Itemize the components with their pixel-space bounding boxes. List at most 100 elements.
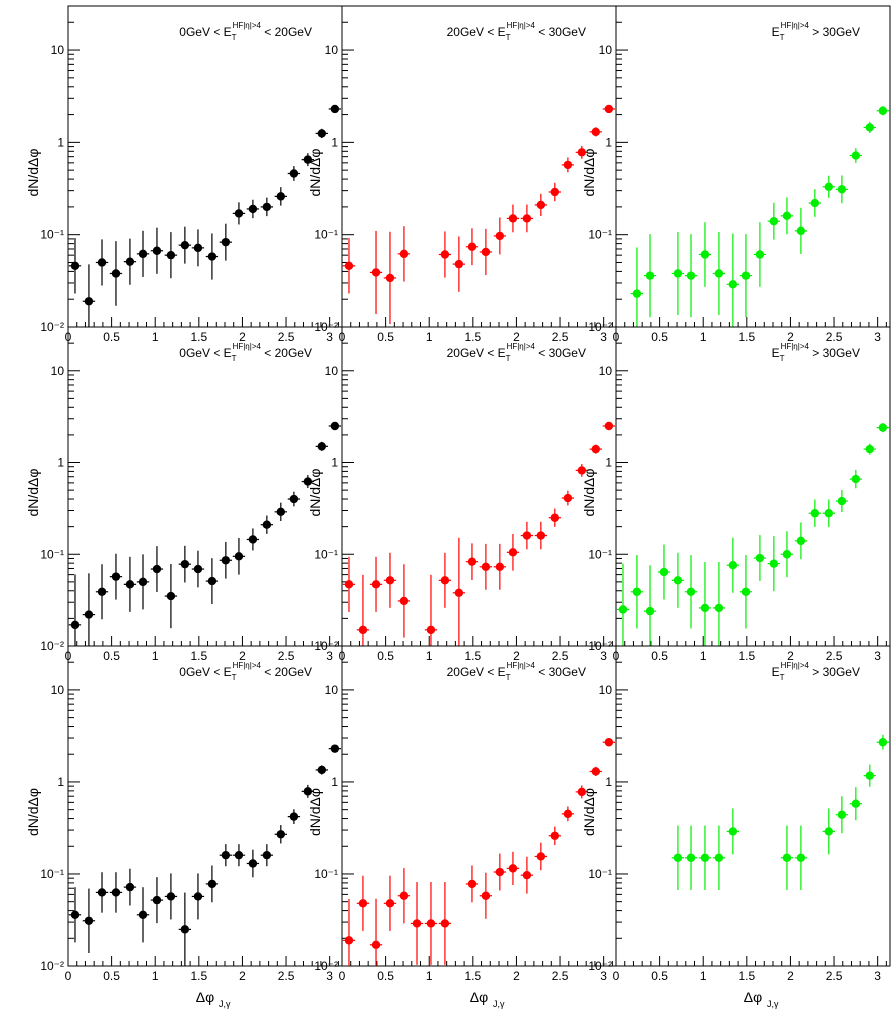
x-tick-label: 1: [426, 649, 433, 663]
y-tick-label: 10: [599, 43, 613, 57]
x-tick-label: 1.5: [738, 330, 755, 344]
x-tick-label: 0.5: [103, 330, 120, 344]
x-tick-label: 2.5: [552, 649, 569, 663]
y-tick-label: 10⁻²: [40, 639, 64, 653]
x-tick-label: 0.5: [651, 969, 668, 983]
data-point: [330, 104, 340, 114]
panel-frame: [615, 5, 891, 328]
data-point: [577, 466, 587, 475]
panel-label: 20GeV < ETHF|η|>4 < 30GeV: [447, 661, 586, 682]
data-point: [70, 261, 80, 271]
y-tick-label: 1: [331, 456, 338, 470]
data-point: [782, 211, 792, 221]
panel-label: ETHF|η|>4 > 30GeV: [772, 661, 860, 682]
y-tick-label: 1: [605, 135, 612, 149]
data-point: [550, 831, 560, 840]
data-point: [673, 269, 683, 278]
data-point: [399, 249, 409, 259]
panel-frame: [341, 5, 617, 328]
data-point: [180, 925, 190, 934]
x-tick-label: 2: [513, 649, 520, 663]
y-tick-label: 10: [325, 364, 339, 378]
data-point: [728, 827, 738, 836]
data-point: [810, 509, 820, 518]
data-point: [851, 799, 861, 808]
x-tick-label: 2: [787, 969, 794, 983]
x-tick-label: 0: [339, 969, 346, 983]
y-axis-title: dN/dΔφ: [581, 788, 597, 836]
data-point: [673, 576, 683, 585]
data-point: [152, 246, 162, 255]
x-tick-label: 3: [874, 649, 881, 663]
data-point: [796, 226, 806, 236]
x-tick-label: 1: [426, 969, 433, 983]
data-point: [207, 879, 217, 889]
data-point: [262, 520, 272, 529]
x-tick-label: 1.5: [464, 649, 481, 663]
data-series: [616, 423, 890, 646]
data-point: [84, 610, 94, 619]
y-axis-title: dN/dΔφ: [25, 468, 41, 516]
data-point: [563, 160, 573, 170]
y-tick-label: 1: [57, 135, 64, 149]
data-point: [645, 606, 655, 616]
y-tick-label: 10⁻¹: [40, 867, 64, 881]
data-point: [385, 273, 395, 283]
data-point: [317, 442, 327, 451]
y-tick-label: 10: [325, 43, 339, 57]
data-point: [330, 421, 340, 431]
data-point: [152, 895, 162, 905]
data-point: [234, 209, 244, 218]
panel-frame: [67, 5, 343, 328]
data-point: [618, 605, 628, 614]
x-tick-label: 2: [787, 649, 794, 663]
x-tick-label: 0: [65, 969, 72, 983]
data-point: [97, 888, 107, 897]
y-tick-label: 10⁻¹: [314, 228, 338, 242]
panel-frame: [341, 645, 617, 967]
data-point: [865, 771, 875, 780]
data-point: [796, 853, 806, 862]
x-tick-label: 2.5: [826, 969, 843, 983]
data-point: [317, 129, 327, 138]
panel-frame: [67, 645, 343, 967]
data-point: [166, 591, 176, 601]
data-point: [454, 259, 464, 269]
data-point: [344, 580, 354, 589]
x-tick-label: 3: [326, 330, 333, 344]
data-point: [865, 123, 875, 132]
y-tick-label: 10⁻¹: [588, 867, 612, 881]
data-point: [303, 155, 313, 164]
data-point: [686, 853, 696, 862]
y-axis-title: dN/dΔφ: [307, 148, 323, 196]
data-point: [454, 588, 464, 598]
y-axis-title: dN/dΔφ: [581, 468, 597, 516]
data-point: [317, 765, 327, 775]
x-tick-label: 1.5: [190, 649, 207, 663]
data-point: [591, 127, 601, 137]
data-point: [536, 531, 546, 540]
data-point: [728, 560, 738, 570]
data-point: [358, 899, 368, 908]
data-point: [426, 919, 436, 928]
data-point: [522, 214, 532, 223]
data-point: [303, 787, 313, 796]
data-point: [221, 556, 231, 565]
data-point: [344, 936, 354, 945]
x-tick-label: 1.5: [464, 330, 481, 344]
data-point: [563, 493, 573, 503]
data-point: [467, 242, 477, 251]
x-tick-label: 2: [239, 649, 246, 663]
x-tick-label: 1.5: [190, 330, 207, 344]
x-tick-label: 0.5: [651, 649, 668, 663]
x-tick-label: 0.5: [377, 649, 394, 663]
data-point: [111, 888, 121, 897]
x-tick-label: 0.5: [377, 330, 394, 344]
data-point: [782, 853, 792, 862]
data-point: [330, 744, 340, 753]
y-axis-title: dN/dΔφ: [25, 148, 41, 196]
y-tick-label: 10: [51, 683, 65, 697]
data-point: [180, 559, 190, 569]
